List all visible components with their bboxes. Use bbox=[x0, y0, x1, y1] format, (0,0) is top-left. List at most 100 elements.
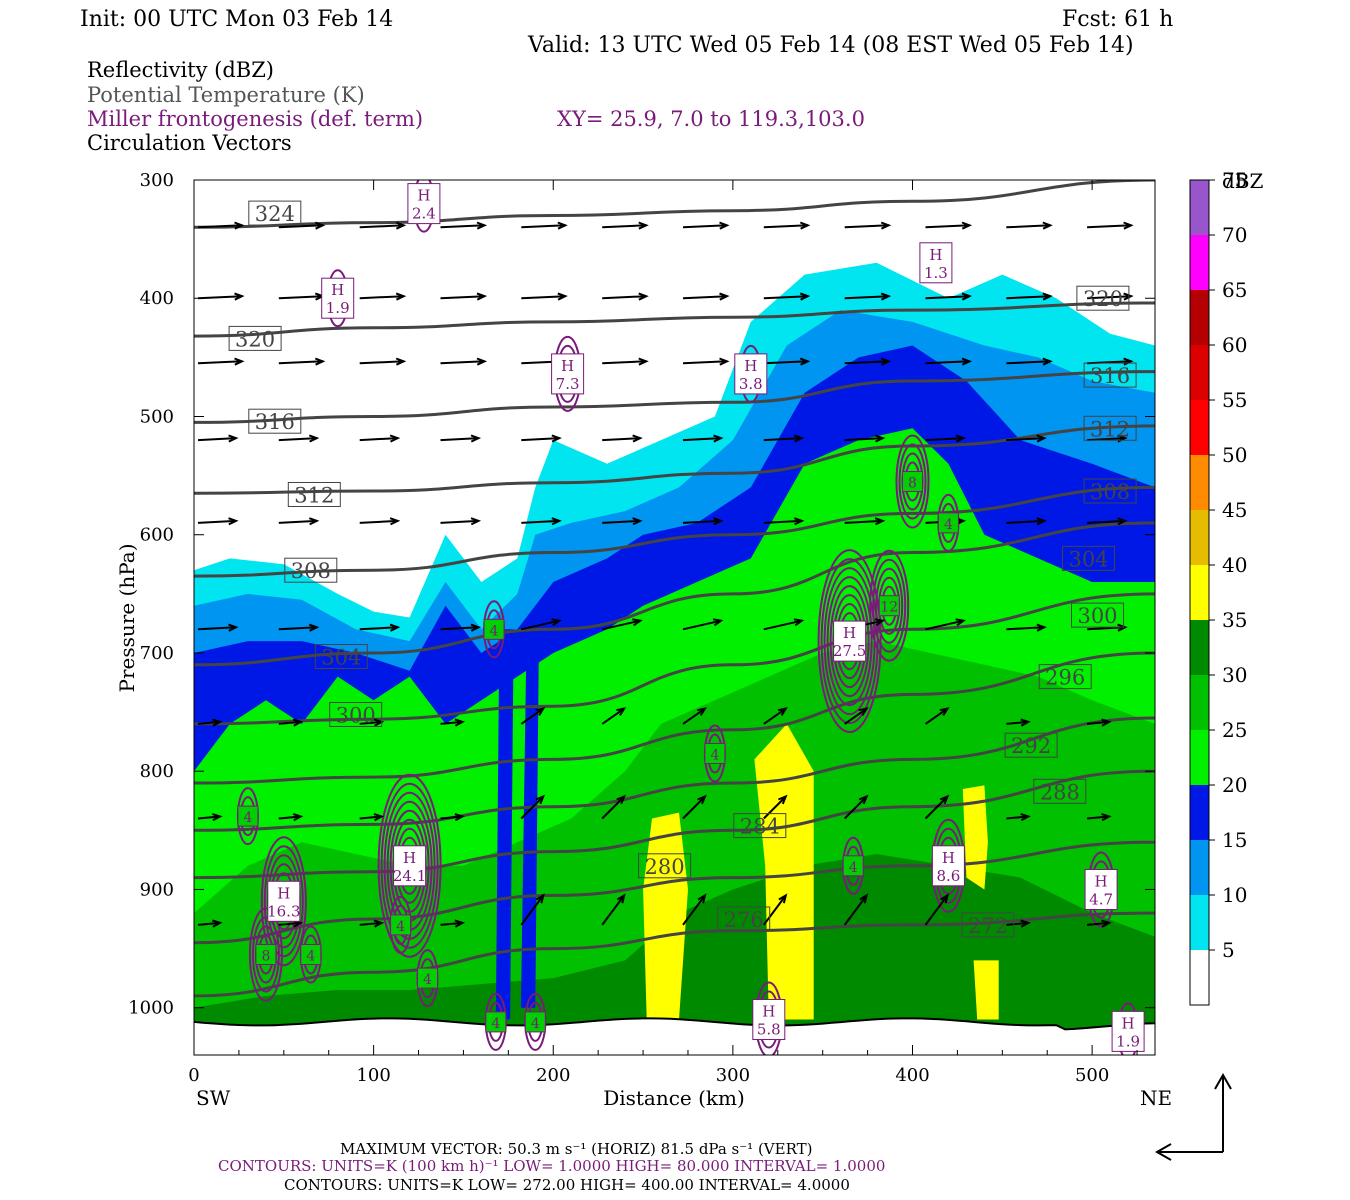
vector-4-10 bbox=[1006, 519, 1045, 524]
vector-3-7 bbox=[763, 437, 802, 442]
vector-0-7 bbox=[763, 224, 808, 229]
theta-label-box-6 bbox=[329, 702, 383, 727]
fronto-label-22: 4 bbox=[491, 1016, 500, 1032]
vector-5-1 bbox=[278, 626, 317, 631]
fronto-max-value-11: 1.9 bbox=[1116, 1032, 1140, 1050]
fronto-max-box-11 bbox=[1111, 1010, 1145, 1052]
x-tick-label-2: 200 bbox=[536, 1065, 570, 1086]
vector-head-4-10 bbox=[1036, 517, 1047, 526]
vector-5-2 bbox=[359, 626, 398, 631]
y-tick-label-2: 500 bbox=[140, 406, 174, 427]
colorbar-label-10: 55 bbox=[1222, 388, 1247, 412]
theta-label-2: 316 bbox=[255, 410, 295, 434]
terrain-line bbox=[194, 1017, 1155, 1031]
legend-frontogenesis: Miller frontogenesis (def. term) bbox=[87, 107, 423, 131]
theta-label-16: 312 bbox=[1090, 417, 1130, 441]
vector-head-3-6 bbox=[713, 434, 724, 443]
vector-8-7 bbox=[762, 894, 787, 926]
fronto-label-box-14 bbox=[937, 512, 959, 534]
vector-3-5 bbox=[602, 437, 641, 442]
vector-1-2 bbox=[359, 295, 404, 300]
vector-1-4 bbox=[521, 295, 566, 300]
vector-7-11 bbox=[1087, 815, 1110, 820]
theta-label-6: 300 bbox=[336, 704, 376, 728]
vector-5-4 bbox=[521, 619, 560, 631]
fronto-max-h-1: H bbox=[331, 281, 344, 299]
vector-head-5-1 bbox=[308, 623, 320, 632]
vector-1-0 bbox=[197, 295, 243, 300]
vector-head-0-5 bbox=[638, 221, 649, 230]
frontogenesis-ring-19-4 bbox=[248, 907, 283, 1002]
vector-head-7-0 bbox=[212, 813, 223, 822]
vector-3-1 bbox=[278, 437, 317, 442]
vector-5-9 bbox=[925, 619, 964, 631]
y-tick-label-7: 1000 bbox=[128, 998, 174, 1019]
fronto-max-value-8: 8.6 bbox=[936, 867, 960, 885]
axes: 0 100 200 300 400 500 300 400 500 600 700 800 900 100… bbox=[128, 170, 1155, 1086]
fronto-label-15: 4 bbox=[490, 623, 499, 639]
frontogenesis-ring-7-6 bbox=[260, 836, 307, 967]
colorbar-swatch-9 bbox=[1190, 455, 1209, 510]
vector-1-6 bbox=[682, 295, 728, 300]
vector-head-4-8 bbox=[874, 517, 886, 526]
fronto-label-box-15 bbox=[483, 618, 505, 640]
vector-4-1 bbox=[278, 519, 317, 524]
theta-label-15: 316 bbox=[1090, 364, 1130, 388]
frontogenesis-ring-19-3 bbox=[251, 916, 280, 993]
vector-head-3-7 bbox=[793, 434, 805, 443]
fronto-label-16: 4 bbox=[710, 748, 719, 764]
vector-head-6-4 bbox=[535, 707, 546, 716]
theta-320 bbox=[194, 301, 1155, 338]
colorbar-label-4: 25 bbox=[1222, 718, 1247, 742]
fronto-max-h-2: H bbox=[561, 357, 574, 375]
vector-4-11 bbox=[1087, 519, 1126, 524]
endpoint-sw: SW bbox=[196, 1086, 231, 1110]
vector-head-1-2 bbox=[395, 292, 407, 301]
fronto-label-box-18 bbox=[300, 944, 322, 965]
vector-3-8 bbox=[844, 437, 883, 442]
theta-label-box-7 bbox=[1038, 664, 1092, 690]
colorbar-label-9: 50 bbox=[1222, 443, 1247, 467]
vector-1-1 bbox=[278, 295, 323, 300]
vector-6-6 bbox=[682, 707, 706, 725]
vector-6-9 bbox=[924, 707, 949, 725]
vector-head-2-1 bbox=[314, 357, 326, 366]
theta-label-box-1 bbox=[228, 325, 282, 351]
vector-head-0-3 bbox=[476, 221, 488, 230]
theta-label-box-17 bbox=[1083, 478, 1137, 504]
fronto-max-value-6: 24.1 bbox=[393, 867, 426, 885]
fronto-max-value-9: 4.7 bbox=[1089, 891, 1113, 909]
vector-head-1-3 bbox=[476, 292, 488, 301]
y-tick-label-0: 300 bbox=[140, 170, 174, 191]
vector-head-2-9 bbox=[961, 357, 973, 366]
fronto-label-14: 4 bbox=[944, 517, 953, 533]
vector-head-2-8 bbox=[880, 357, 892, 366]
valid-time: Valid: 13 UTC Wed 05 Feb 14 (08 EST Wed … bbox=[527, 33, 1134, 58]
fronto-label-box-20 bbox=[390, 914, 412, 936]
vector-3-11 bbox=[1087, 437, 1126, 442]
vector-head-5-10 bbox=[1036, 623, 1047, 632]
vector-2-2 bbox=[359, 360, 404, 365]
fronto-max-box-6 bbox=[393, 845, 427, 887]
vector-7-1 bbox=[278, 815, 301, 820]
fronto-max-box-7 bbox=[267, 880, 301, 922]
colorbar-label-6: 35 bbox=[1222, 608, 1247, 632]
vector-head-4-6 bbox=[713, 517, 724, 526]
cross-section-endpoints: XY= 25.9, 7.0 to 119.3,103.0 bbox=[557, 107, 865, 131]
colorbar-swatch-10 bbox=[1190, 400, 1209, 455]
vector-head-5-7 bbox=[793, 618, 805, 627]
x-tick-label-5: 500 bbox=[1075, 1065, 1109, 1086]
colorbar-swatch-4 bbox=[1190, 730, 1209, 785]
vector-head-6-6 bbox=[696, 707, 708, 716]
fronto-max-box-0 bbox=[407, 183, 441, 225]
theta-label-box-14 bbox=[1076, 285, 1130, 311]
theta-label-box-5 bbox=[314, 644, 368, 669]
fronto-label-box-23 bbox=[524, 1011, 546, 1033]
vector-4-6 bbox=[682, 519, 722, 524]
vector-head-0-9 bbox=[961, 221, 973, 230]
vector-4-8 bbox=[844, 519, 883, 524]
colorbar-swatch-7 bbox=[1190, 565, 1209, 620]
vector-4-4 bbox=[521, 519, 560, 524]
vector-1-8 bbox=[844, 295, 889, 300]
frontogenesis-ring-5-5 bbox=[829, 585, 870, 698]
